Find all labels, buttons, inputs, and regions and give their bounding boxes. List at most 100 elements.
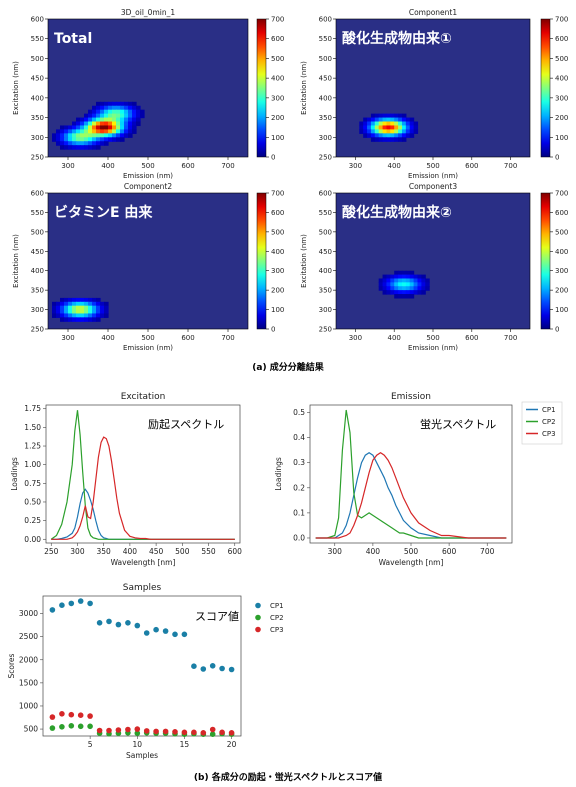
heatmap-cell bbox=[92, 309, 97, 315]
heatmap-cell bbox=[140, 109, 145, 115]
heatmap-cell bbox=[92, 297, 97, 303]
heatmap-cell bbox=[96, 105, 101, 111]
heatmap-cell bbox=[120, 121, 125, 127]
heatmap-cell bbox=[367, 133, 372, 138]
heatmap-cell bbox=[52, 313, 57, 318]
heatmap-cell bbox=[76, 305, 81, 311]
heatmap-cell bbox=[92, 301, 97, 307]
heatmap-cell bbox=[394, 125, 399, 130]
y-tick-label: 0.1 bbox=[293, 508, 305, 517]
heatmap-cell bbox=[52, 133, 57, 138]
heatmap-cell bbox=[64, 313, 69, 318]
heatmap-cell bbox=[128, 109, 133, 115]
heatmap-cell bbox=[120, 105, 125, 111]
legend-label: CP2 bbox=[542, 418, 556, 426]
heatmap-cell bbox=[68, 305, 73, 311]
heatmap-cell bbox=[72, 305, 77, 311]
heatmap-cell bbox=[116, 121, 121, 127]
data-point bbox=[77, 712, 84, 718]
colorbar bbox=[540, 192, 551, 330]
data-point bbox=[68, 711, 75, 718]
data-point bbox=[77, 723, 84, 730]
heatmap-cell bbox=[84, 297, 89, 303]
data-point bbox=[59, 724, 65, 730]
heatmap-cell bbox=[386, 121, 391, 127]
heatmap-cell bbox=[60, 313, 65, 318]
heatmap-cell bbox=[417, 282, 422, 287]
heatmap-cell bbox=[398, 294, 403, 299]
heatmap-cell bbox=[100, 109, 105, 115]
heatmap-cell bbox=[405, 294, 411, 299]
heatmap-cell bbox=[80, 313, 85, 318]
heatmap-component3: Component3 酸化生成物由来② 300 400 500 600 700 250 300 3… bbox=[300, 182, 568, 352]
data-point bbox=[143, 630, 150, 636]
x-tick-label: 15 bbox=[180, 740, 190, 749]
heatmap-cell bbox=[136, 109, 141, 115]
heatmap-cell bbox=[378, 121, 384, 127]
y-tick-label: 1000 bbox=[19, 701, 38, 710]
colorbar-tick-label: 500 bbox=[555, 55, 568, 63]
heatmap-cell bbox=[112, 117, 117, 123]
chart-title: 3D_oil_0min_1 bbox=[121, 8, 175, 17]
excitation-chart: 250 300 350 400 450 500 550 600 0.00 0.25 0.50 0.75… bbox=[10, 392, 242, 567]
heatmap-cell bbox=[124, 117, 129, 123]
caption-a: (a) 成分分離結果 bbox=[252, 361, 324, 373]
heatmap-cell bbox=[370, 125, 376, 130]
heatmap-cell bbox=[112, 129, 117, 134]
heatmap-cell bbox=[68, 133, 73, 138]
heatmap-component2: Component2 ビタミンE 由来 300 400 500 600 700 250 300 3… bbox=[12, 182, 284, 352]
y-tick-label: 0.5 bbox=[293, 408, 305, 417]
heatmap-cell bbox=[88, 305, 93, 311]
heatmap-cell bbox=[52, 305, 57, 311]
series-line-cp2 bbox=[50, 410, 235, 540]
heatmap-cell bbox=[108, 125, 113, 130]
heatmap-cell bbox=[421, 278, 426, 283]
heatmap-cell bbox=[370, 113, 376, 119]
heatmap-cell bbox=[76, 137, 81, 142]
heatmap-cell bbox=[409, 278, 415, 283]
heatmap-cell bbox=[367, 129, 372, 134]
heatmap-cell bbox=[60, 141, 65, 146]
y-tick-label: 450 bbox=[31, 248, 44, 256]
x-tick-label: 250 bbox=[44, 547, 59, 556]
y-tick-label: 3000 bbox=[19, 609, 38, 618]
heatmap-cell bbox=[386, 290, 391, 295]
heatmap-cell bbox=[104, 141, 109, 146]
heatmap-cell bbox=[80, 129, 85, 134]
heatmap-cell bbox=[116, 137, 121, 142]
score-annotation: スコア値 bbox=[195, 610, 239, 623]
heatmap-cell bbox=[92, 305, 97, 311]
heatmap-cell bbox=[378, 125, 384, 130]
data-point bbox=[162, 728, 169, 735]
heatmap-cell bbox=[72, 297, 77, 303]
data-point bbox=[115, 621, 122, 628]
y-tick-label: 1.25 bbox=[24, 442, 41, 451]
colorbar-tick-label: 500 bbox=[555, 228, 568, 236]
data-point bbox=[49, 607, 56, 613]
heatmap-cell bbox=[104, 117, 109, 123]
heatmap-cell bbox=[60, 125, 65, 130]
heatmap-cell bbox=[76, 129, 81, 134]
data-point bbox=[68, 723, 75, 729]
heatmap-cell bbox=[394, 137, 399, 142]
heatmap-cell bbox=[390, 286, 395, 291]
heatmap-cell bbox=[56, 137, 61, 142]
heatmap-cell bbox=[124, 105, 129, 111]
heatmap-cell bbox=[405, 278, 411, 283]
heatmap-cell bbox=[108, 137, 113, 142]
data-point bbox=[59, 711, 65, 717]
heatmap-cell bbox=[76, 121, 81, 127]
heatmap-cell bbox=[401, 274, 407, 280]
heatmap-cell bbox=[108, 113, 113, 119]
heatmap-cell bbox=[112, 109, 117, 115]
y-tick-label: 0.3 bbox=[293, 458, 305, 467]
heatmap-cell bbox=[401, 282, 407, 287]
heatmap-cell bbox=[394, 113, 399, 119]
colorbar-tick-label: 700 bbox=[271, 16, 284, 24]
y-tick-label: 2000 bbox=[19, 655, 38, 664]
heatmap-cell bbox=[398, 133, 403, 138]
heatmap-cell bbox=[401, 290, 407, 295]
heatmap-cell bbox=[413, 278, 419, 283]
y-tick-label: 600 bbox=[319, 16, 332, 24]
heatmap-cell bbox=[398, 129, 403, 134]
